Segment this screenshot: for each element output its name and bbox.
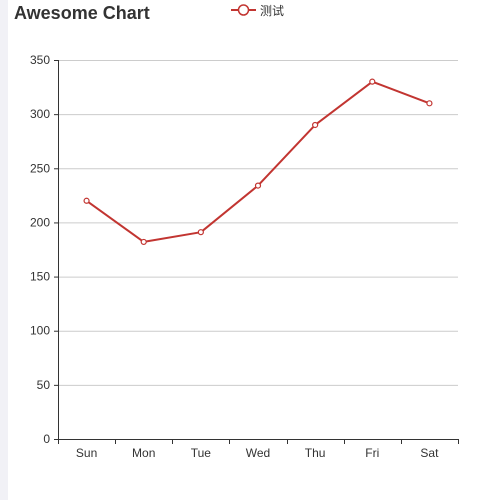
x-tick-label: Wed <box>246 446 270 460</box>
grid-lines <box>58 60 458 386</box>
x-tick-labels: Sun Mon Tue Wed Thu Fri Sat <box>76 446 439 460</box>
data-point[interactable] <box>140 238 147 246</box>
series-line-layer <box>85 80 430 243</box>
data-point[interactable] <box>369 78 376 85</box>
y-tick-label: 150 <box>30 270 50 284</box>
data-point[interactable] <box>83 197 90 204</box>
data-point[interactable] <box>254 182 262 189</box>
y-tick-label: 300 <box>30 107 50 121</box>
y-tick-label: 100 <box>30 324 50 338</box>
x-tick-label: Mon <box>132 446 155 460</box>
data-point[interactable] <box>312 121 319 129</box>
data-point[interactable] <box>197 229 204 236</box>
y-tick-label: 0 <box>43 432 50 446</box>
y-tick-label: 250 <box>30 161 50 175</box>
legend-label: 测试 <box>260 3 285 18</box>
left-panel-strip <box>0 0 8 500</box>
y-tick-label: 200 <box>30 215 50 229</box>
axes <box>54 60 459 444</box>
legend[interactable]: 测试 <box>231 2 284 18</box>
x-tick-label: Sun <box>76 446 97 460</box>
x-tick-label: Sat <box>420 446 439 460</box>
x-tick-label: Fri <box>365 446 379 460</box>
data-point[interactable] <box>426 100 433 107</box>
chart-title: Awesome Chart <box>14 3 150 23</box>
legend-line-circle-icon <box>231 4 256 16</box>
y-tick-label: 350 <box>30 53 50 67</box>
series-point-layer <box>83 78 433 246</box>
y-tick-labels: 0 50 100 150 200 250 300 350 <box>30 53 50 446</box>
y-tick-label: 50 <box>37 378 51 392</box>
x-tick-label: Thu <box>305 446 326 460</box>
x-tick-label: Tue <box>191 446 212 460</box>
series-line <box>85 80 430 243</box>
